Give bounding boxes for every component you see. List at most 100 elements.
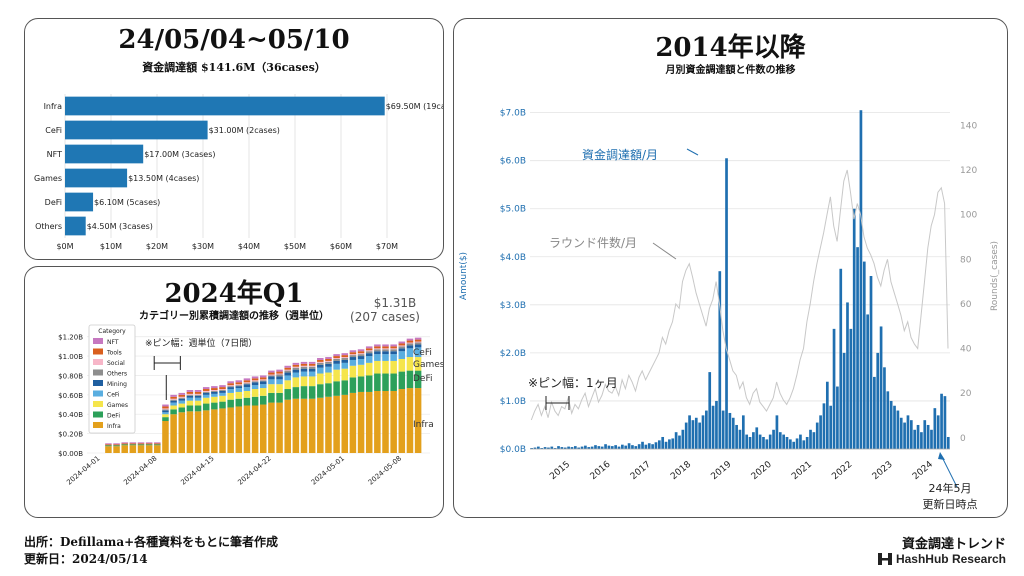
- x-tick-label: $70M: [376, 242, 398, 251]
- stack-segment-mining: [365, 353, 373, 357]
- monthly-amount-bar: [738, 429, 742, 449]
- stack-segment-cefi: [398, 351, 406, 359]
- stack-segment-infra: [357, 391, 365, 453]
- monthly-amount-bar: [688, 415, 691, 449]
- monthly-amount-bar: [597, 446, 601, 449]
- stack-segment-social: [333, 358, 340, 359]
- stack-segment-tools: [219, 387, 226, 390]
- stack-segment-infra: [105, 446, 112, 453]
- stack-segment-mining: [374, 351, 381, 355]
- stack-segment-tools: [211, 388, 218, 390]
- q1-panel-subtitle: カテゴリー別累積調達額の推移（週単位）: [139, 311, 329, 322]
- stack-segment-defi: [268, 392, 275, 403]
- stack-segment-others: [308, 366, 316, 369]
- monthly-amount-bar: [748, 436, 752, 449]
- legend-label: Mining: [107, 381, 127, 388]
- stack-segment-cefi: [390, 354, 397, 361]
- monthly-amount-bar: [725, 158, 728, 449]
- stack-segment-others: [333, 358, 340, 361]
- stack-segment-infra: [374, 390, 381, 453]
- hashhub-logo-icon: [877, 553, 892, 565]
- stack-segment-games: [365, 362, 373, 376]
- stack-segment-infra: [390, 390, 397, 453]
- stack-segment-mining: [292, 369, 300, 373]
- stack-segment-others: [382, 349, 389, 352]
- update-note: 24年5月: [929, 481, 972, 495]
- stack-segment-cefi: [349, 359, 357, 366]
- stack-segment-others: [365, 351, 373, 354]
- stack-segment-others: [357, 354, 365, 357]
- monthly-amount-bar: [698, 422, 701, 449]
- monthly-amount-bar: [943, 396, 947, 449]
- y2-tick-label: 80: [960, 255, 972, 265]
- monthly-amount-bar: [889, 400, 893, 449]
- stack-segment-cefi: [243, 387, 251, 391]
- stack-segment-games: [317, 373, 324, 385]
- weekly-panel-title: 24/05/04~05/10: [118, 25, 350, 55]
- update-pointer: [941, 456, 958, 488]
- stack-segment-defi: [227, 399, 234, 408]
- x-tick-label: $30M: [192, 242, 214, 251]
- monthly-amount-bar: [879, 326, 883, 449]
- stack-segment-others: [276, 374, 283, 377]
- stack-segment-nft: [260, 375, 267, 378]
- stack-segment-cefi: [178, 400, 186, 404]
- stack-segment-mining: [333, 360, 340, 364]
- stack-segment-infra: [308, 398, 316, 453]
- stack-segment-defi: [406, 370, 414, 389]
- stack-segment-mining: [341, 359, 349, 363]
- q1-stacked-bar-chart: $0.00B $0.20B $0.40B $0.60B $0.80B $1.00B $1.2…: [58, 296, 443, 487]
- stack-segment-infra: [219, 408, 226, 453]
- stack-segment-infra: [227, 407, 234, 453]
- y2-tick-label: 20: [960, 389, 972, 399]
- stack-segment-defi: [186, 405, 194, 412]
- stack-segment-cefi: [333, 363, 340, 370]
- stack-segment-nft: [137, 442, 145, 444]
- stack-segment-nft: [333, 354, 340, 357]
- stack-segment-others: [186, 394, 194, 396]
- stack-segment-tools: [365, 348, 373, 351]
- y2-tick-label: 140: [960, 121, 977, 131]
- stack-segment-defi: [390, 373, 397, 391]
- monthly-amount-bar: [661, 436, 665, 449]
- monthly-amount-bar: [547, 447, 550, 449]
- stack-segment-mining: [276, 376, 283, 380]
- stack-segment-infra: [235, 406, 243, 453]
- monthly-amount-bar: [557, 446, 560, 449]
- stack-segment-nft: [202, 387, 210, 390]
- monthly-amount-bar: [772, 429, 775, 449]
- monthly-amount-bar: [940, 393, 943, 449]
- stack-segment-social: [227, 385, 234, 387]
- monthly-amount-bar: [909, 420, 913, 449]
- monthly-amount-bar: [926, 424, 930, 449]
- stack-segment-games: [292, 377, 300, 388]
- monthly-amount-bar: [933, 408, 937, 449]
- stack-segment-infra: [365, 391, 373, 453]
- stack-segment-mining: [243, 384, 251, 388]
- stack-segment-games: [333, 369, 340, 382]
- stack-segment-games: [390, 360, 397, 374]
- stack-segment-defi: [374, 373, 381, 391]
- stack-segment-mining: [162, 410, 169, 413]
- side-category-label: DeFi: [413, 374, 433, 384]
- stack-segment-nft: [251, 376, 259, 379]
- brand-logo: HashHub Research: [877, 552, 1006, 566]
- stack-segment-infra: [243, 405, 251, 453]
- stack-segment-others: [170, 399, 177, 401]
- legend-swatch: [93, 390, 103, 397]
- x-tick-label: 2024-05-01: [310, 454, 346, 486]
- stack-segment-cefi: [414, 347, 422, 358]
- stack-segment-infra: [251, 405, 259, 453]
- y2-tick-label: 40: [960, 345, 972, 355]
- stack-segment-infra: [300, 398, 308, 453]
- stack-segment-mining: [178, 398, 186, 401]
- stack-segment-infra: [349, 392, 357, 453]
- legend-label: NFT: [107, 339, 119, 346]
- x-tick-label: 2024-04-08: [122, 454, 158, 486]
- stack-segment-infra: [162, 421, 169, 453]
- amount-annotation: 資金調達額/月: [582, 147, 658, 162]
- stack-segment-defi: [251, 396, 259, 406]
- stack-segment-games: [349, 365, 357, 378]
- stack-segment-defi: [235, 398, 243, 407]
- stack-segment-mining: [284, 372, 291, 376]
